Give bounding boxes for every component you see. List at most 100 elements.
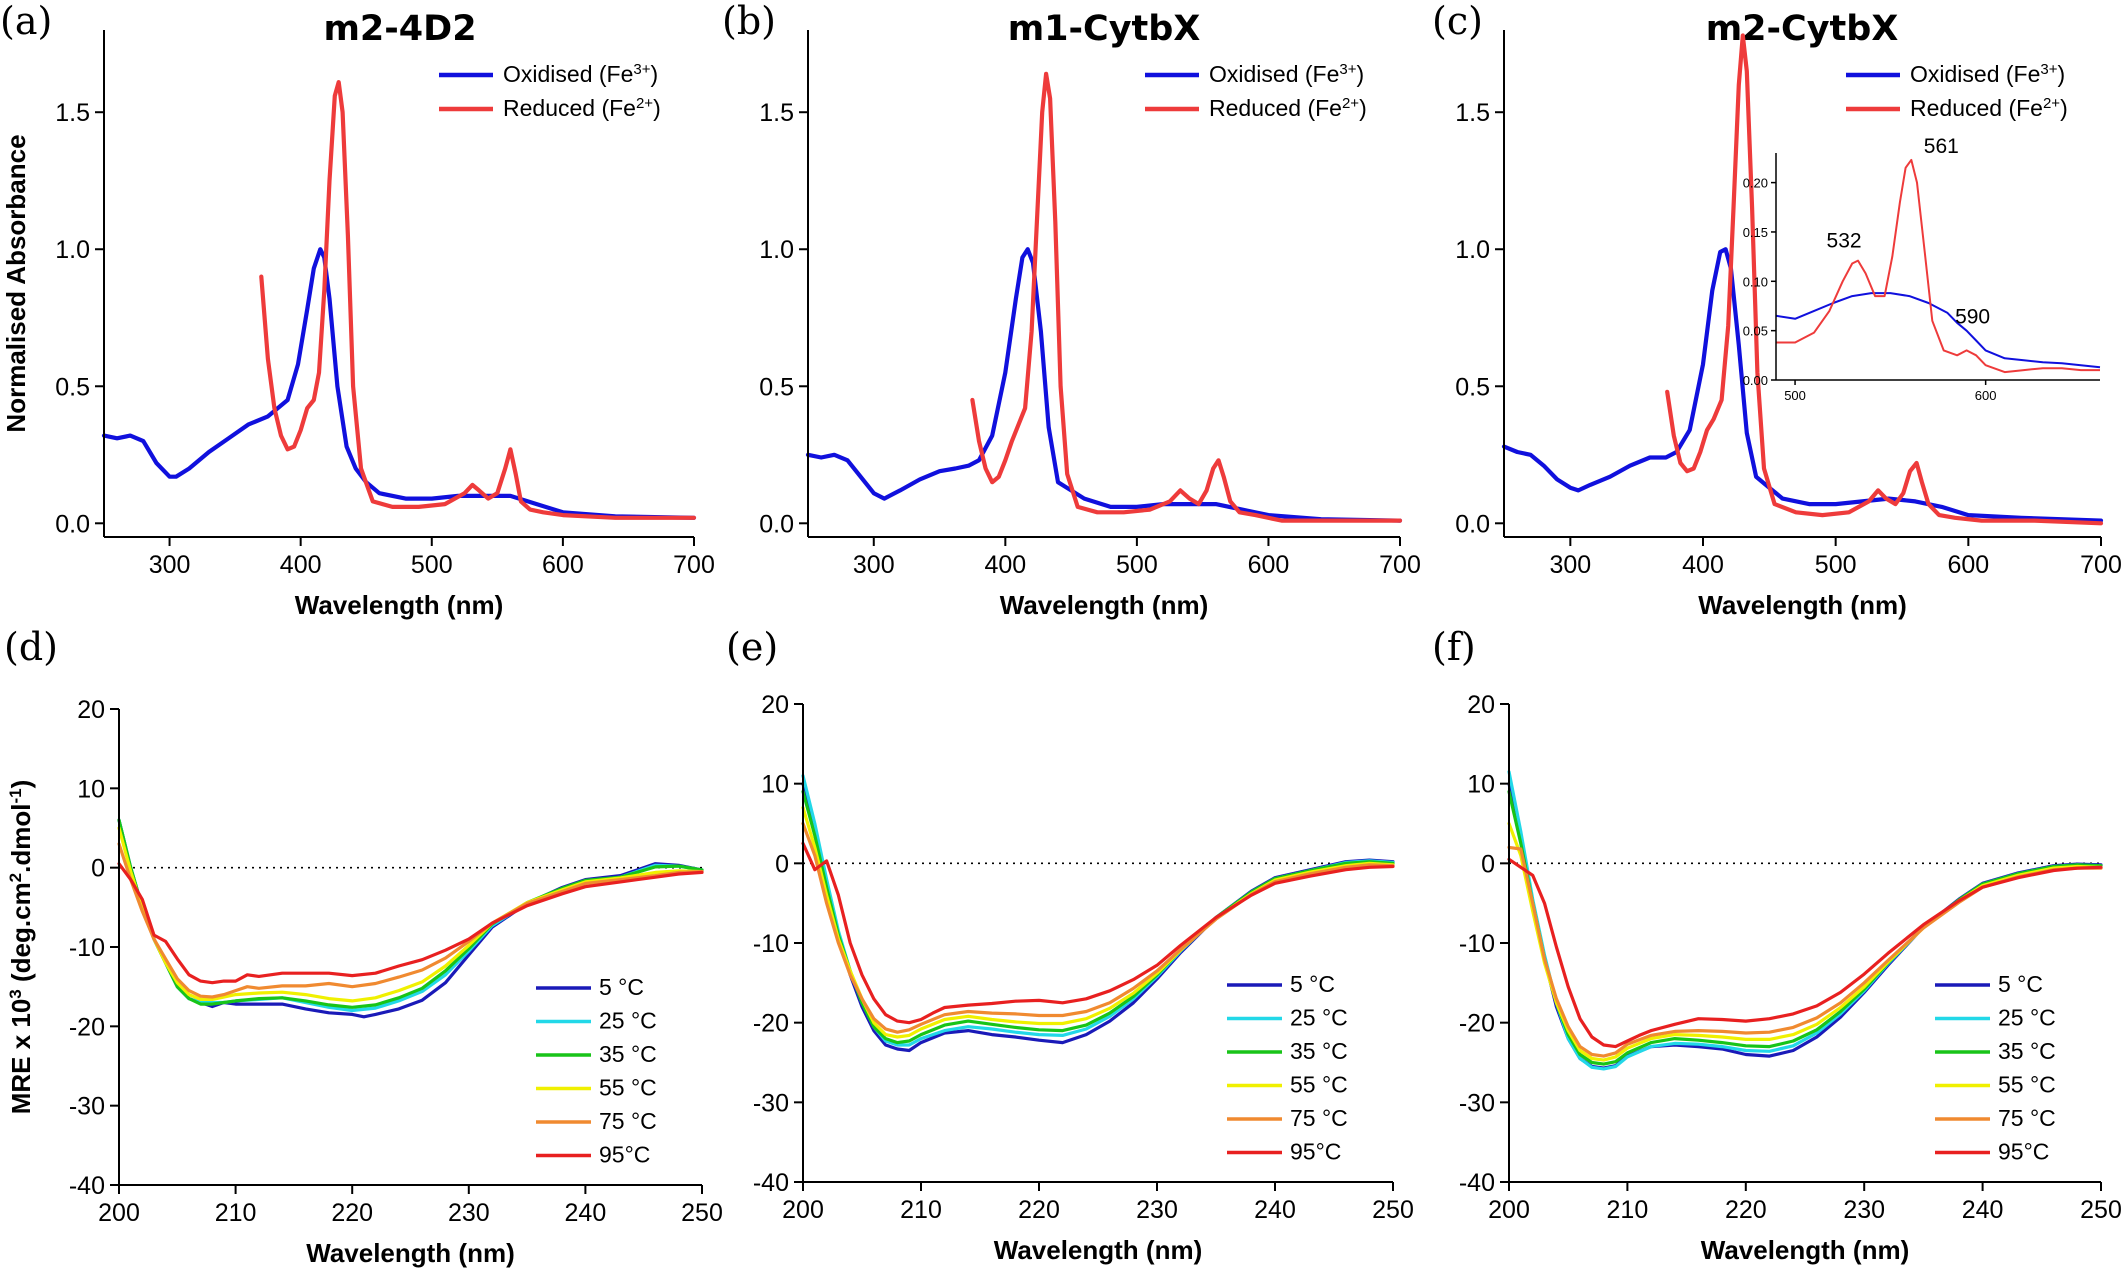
y-tick-label: 0.0	[759, 510, 794, 538]
series-line-1	[1501, 247, 2104, 523]
y-tick-label: 0	[91, 855, 105, 883]
y-axis-title: Normalised Absorbance	[1, 134, 31, 432]
y-axis-title-part: Normalised Absorbance	[1, 134, 31, 432]
y-tick-label: 1.5	[759, 99, 794, 127]
legend-label-superscript: 3+	[633, 61, 650, 78]
legend-label-superscript: 2+	[2043, 95, 2060, 112]
legend-label-1: Oxidised (Fe3+)	[503, 61, 658, 88]
panel-title: m1-CytbX	[1008, 9, 1201, 49]
y-tick-label: -10	[1459, 930, 1495, 958]
x-tick-label: 250	[2080, 1196, 2122, 1224]
y-tick-label: 20	[761, 691, 789, 719]
y-tick-label: 1.0	[759, 236, 794, 264]
inset-chart: 500 600 0.00 0.05 0.10 0.15 0.20 532 561 590	[1743, 135, 2101, 403]
legend-label-text: Oxidised (Fe	[1209, 61, 1339, 87]
x-tick-label: 200	[782, 1196, 824, 1224]
y-tick-label: -20	[753, 1010, 789, 1038]
series-line-1	[101, 247, 697, 520]
legend-label-close: )	[653, 95, 661, 121]
x-axis-title: Wavelength (nm)	[295, 590, 503, 620]
chart-panel-6: (f) 200 210 220 230 240 250 -40 -30 -20 -10 0 10 20 Wa…	[1432, 625, 2122, 1265]
y-tick-label: 1.0	[55, 236, 90, 264]
legend-label-2: Reduced (Fe2+)	[1209, 95, 1367, 122]
y-tick-label: -30	[1459, 1089, 1495, 1117]
y-tick-label: -40	[753, 1169, 789, 1197]
y-tick-label: -10	[69, 934, 105, 962]
legend-label-superscript: 3+	[1339, 61, 1356, 78]
legend-label-4: 55 °C	[1998, 1072, 2056, 1098]
series-line-2	[1665, 33, 2104, 526]
legend-label-6: 95°C	[1290, 1139, 1341, 1165]
x-tick-label: 300	[1549, 551, 1591, 579]
y-axis-title-superscript: -1	[6, 788, 25, 803]
inset-y-tick-label: 0.00	[1743, 373, 1768, 388]
y-tick-label: 20	[77, 696, 105, 724]
y-tick-label: 1.0	[1455, 236, 1490, 264]
y-tick-label: -30	[69, 1093, 105, 1121]
legend-label-5: 75 °C	[599, 1108, 657, 1134]
x-tick-label: 230	[448, 1199, 490, 1227]
legend-label-3: 35 °C	[599, 1041, 657, 1067]
legend-label-text: Reduced (Fe	[1209, 95, 1342, 121]
panel-letter: (e)	[726, 625, 778, 669]
panel-letter: (b)	[722, 0, 776, 43]
legend-label-3: 35 °C	[1998, 1038, 2056, 1064]
inset-y-tick-label: 0.05	[1743, 324, 1768, 339]
legend-label-6: 95°C	[1998, 1139, 2049, 1165]
y-tick-label: 0.5	[759, 373, 794, 401]
inset-y-tick-label: 0.10	[1743, 274, 1768, 289]
legend: Oxidised (Fe3+)Reduced (Fe2+)	[1145, 61, 1367, 122]
y-axis-title-part: MRE x 10	[6, 999, 36, 1115]
legend-label-close: )	[1356, 61, 1364, 87]
y-tick-label: -20	[69, 1013, 105, 1041]
legend-label-close: )	[1359, 95, 1367, 121]
x-tick-label: 700	[673, 551, 715, 579]
legend-label-2: 25 °C	[1998, 1005, 2056, 1031]
y-tick-label: 0.5	[1455, 373, 1490, 401]
legend-label-close: )	[2057, 61, 2065, 87]
y-axis-title-part: .dmol	[6, 803, 36, 872]
series-line-5	[117, 842, 704, 999]
x-tick-label: 600	[1947, 551, 1989, 579]
y-tick-label: 10	[761, 771, 789, 799]
legend-label-1: 5 °C	[599, 974, 644, 1000]
legend: Oxidised (Fe3+)Reduced (Fe2+)	[439, 61, 661, 122]
inset-series-line-2	[1776, 158, 2100, 374]
y-tick-label: -20	[1459, 1010, 1495, 1038]
y-axis-title-superscript: 3	[6, 989, 25, 998]
panel-letter: (f)	[1432, 625, 1476, 669]
series-line-6	[801, 841, 1395, 1025]
x-tick-label: 200	[1488, 1196, 1530, 1224]
series-line-4	[801, 805, 1395, 1039]
x-tick-label: 700	[2080, 551, 2122, 579]
chart-panel-5: (e) 200 210 220 230 240 250 -40 -30 -20 -10 0 10 20 Wa…	[726, 625, 1414, 1265]
legend-label-2: Reduced (Fe2+)	[1910, 95, 2068, 122]
panel-title: m2-4D2	[323, 9, 476, 49]
panel-letter: (a)	[0, 0, 52, 43]
x-tick-label: 500	[411, 551, 453, 579]
x-tick-label: 400	[1682, 551, 1724, 579]
x-tick-label: 220	[1018, 1196, 1060, 1224]
legend-label-text: Reduced (Fe	[503, 95, 636, 121]
x-tick-label: 300	[853, 551, 895, 579]
panel-letter: (d)	[4, 625, 58, 669]
inset-y-tick-label: 0.20	[1743, 176, 1768, 191]
legend-label-2: Reduced (Fe2+)	[503, 95, 661, 122]
inset-annotation: 561	[1924, 135, 1959, 158]
chart-panel-1: (a) m2-4D2 300 400 500 600 700 0.0 0.5 1.0 1.5 Wave…	[0, 0, 715, 620]
x-tick-label: 400	[280, 551, 322, 579]
x-axis-title: Wavelength (nm)	[1701, 1235, 1909, 1265]
series-line-6	[117, 862, 704, 985]
legend-label-close: )	[650, 61, 658, 87]
legend: 5 °C 25 °C 35 °C 55 °C 75 °C 95°C	[536, 974, 657, 1168]
legend-label-text: Oxidised (Fe	[503, 61, 633, 87]
legend: Oxidised (Fe3+)Reduced (Fe2+)	[1846, 61, 2068, 122]
x-tick-label: 230	[1136, 1196, 1178, 1224]
y-tick-label: 20	[1467, 691, 1495, 719]
legend-label-6: 95°C	[599, 1142, 650, 1168]
inset-series-line-1	[1775, 292, 2101, 369]
chart-panel-2: (b) m1-CytbX 300 400 500 600 700 0.0 0.5 1.0 1.5 Wa…	[722, 0, 1421, 620]
legend: 5 °C 25 °C 35 °C 55 °C 75 °C 95°C	[1935, 971, 2056, 1165]
panel-letter: (c)	[1432, 0, 1483, 43]
